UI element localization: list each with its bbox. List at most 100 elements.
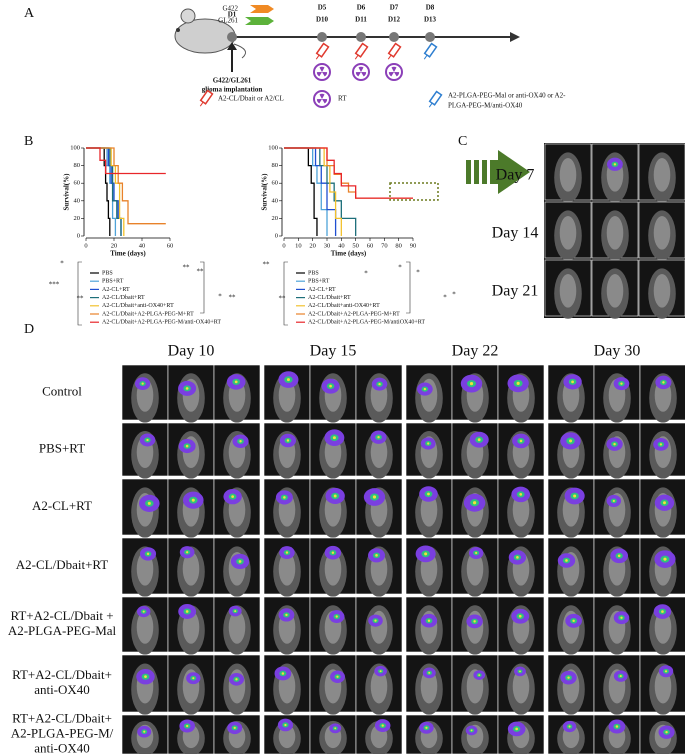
column-header: Day 15	[310, 343, 357, 360]
row-label: A2-CL+RT	[32, 498, 92, 513]
signal	[146, 552, 150, 556]
legend-label: PBS+RT	[102, 279, 124, 285]
significance: *	[364, 270, 368, 278]
signal	[185, 610, 189, 613]
signal	[659, 443, 663, 446]
big-arrow	[466, 150, 530, 194]
survival-curve	[86, 147, 117, 236]
signal	[518, 614, 522, 618]
legend-label: PBS	[308, 270, 319, 276]
implant-label: glioma implantation	[202, 86, 263, 94]
implant-label: G422/GL261	[213, 77, 252, 85]
signal	[185, 444, 189, 448]
signal	[427, 442, 430, 445]
y-tick-label: 40	[74, 197, 81, 204]
signal	[573, 494, 577, 498]
column-header: Day 30	[594, 343, 641, 360]
signal	[378, 382, 381, 386]
day-label: D7	[390, 4, 399, 12]
radiation-blade	[316, 72, 322, 77]
signal	[329, 384, 332, 388]
mouse-head	[559, 158, 577, 192]
day-label: D6	[357, 4, 366, 12]
implant-arrowhead	[227, 42, 237, 50]
mouse-head	[653, 158, 671, 192]
panel-label: B	[24, 134, 33, 149]
legend-label: PBS	[102, 270, 113, 276]
bracket	[200, 261, 205, 314]
legend-label: A2-CL/Dbait+A2-PLGA-PEG-M+RT	[308, 311, 400, 317]
signal	[191, 498, 195, 502]
signal	[231, 495, 235, 499]
signal	[662, 381, 665, 384]
signal	[475, 551, 478, 555]
signal	[617, 554, 621, 558]
mouse-head	[228, 610, 246, 644]
signal	[372, 495, 377, 499]
y-tick-label: 0	[77, 232, 80, 239]
mouse-head	[559, 216, 577, 250]
x-tick-label: 0	[282, 242, 285, 249]
mouse-head	[606, 216, 624, 250]
day-label: Day 21	[492, 283, 539, 300]
mouse-head	[182, 610, 200, 644]
axis-title: Survival(%)	[63, 173, 71, 211]
signal	[286, 378, 290, 382]
signal	[663, 557, 667, 561]
radiation-blade	[322, 72, 328, 77]
significance: **	[77, 295, 85, 303]
y-tick-label: 20	[272, 215, 279, 222]
signal	[143, 730, 146, 733]
signal	[142, 610, 145, 613]
signal	[615, 725, 619, 728]
row-label: anti-OX40	[34, 740, 90, 754]
signal	[235, 678, 238, 681]
survival-curve	[284, 147, 318, 236]
mouse-head	[136, 610, 154, 644]
timeline-label: D1	[228, 11, 237, 19]
signal	[285, 613, 288, 617]
signal	[427, 619, 431, 622]
syringe-needle	[315, 54, 320, 60]
radiation-blade	[316, 99, 322, 104]
signal	[332, 436, 336, 440]
legend-label: A2-CL/Dbait+anti-OX40+RT	[102, 303, 174, 309]
signal	[423, 387, 427, 391]
radiation-blade	[358, 66, 364, 72]
significance: *	[443, 294, 447, 302]
signal	[377, 436, 380, 439]
mouse-head	[324, 552, 342, 586]
y-tick-label: 0	[275, 232, 278, 239]
signal	[565, 559, 568, 562]
signal	[515, 727, 518, 731]
survival-curve	[86, 147, 166, 225]
legend-text: PLGA-PEG-M/anti-OX40	[448, 102, 523, 110]
signal	[664, 670, 668, 673]
signal	[427, 492, 430, 496]
significance: **	[229, 294, 237, 302]
highlight-box	[389, 182, 439, 201]
radiation-blade	[388, 72, 394, 77]
legend-text: A2-PLGA-PEG-Mal or anti-OX40 or A2-	[448, 92, 566, 100]
significance: *	[398, 264, 402, 272]
y-tick-label: 60	[272, 180, 279, 187]
model-label: GL261	[218, 17, 238, 25]
significance: *	[60, 260, 64, 268]
signal	[281, 672, 285, 675]
syringe-needle	[423, 54, 428, 60]
radiation-blade	[361, 72, 367, 77]
radiation-blade	[319, 93, 325, 99]
y-tick-label: 40	[272, 197, 279, 204]
y-tick-label: 80	[272, 162, 279, 169]
x-tick-label: 20	[111, 242, 118, 249]
x-tick-label: 30	[324, 242, 331, 249]
signal	[477, 438, 481, 442]
day-label: D10	[316, 16, 329, 24]
significance: *	[218, 293, 222, 301]
column-header: Day 22	[452, 343, 499, 360]
signal	[424, 552, 428, 556]
y-tick-label: 100	[268, 144, 278, 151]
survival-curve	[284, 147, 413, 199]
axis-title: Time (days)	[110, 250, 146, 258]
signal	[283, 496, 286, 499]
